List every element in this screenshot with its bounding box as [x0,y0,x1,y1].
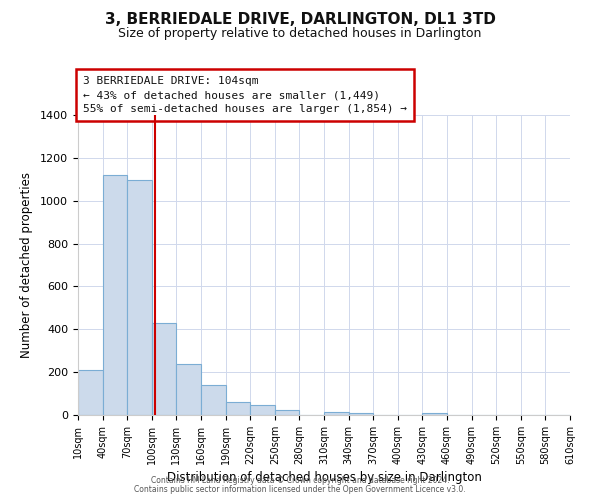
Text: 3 BERRIEDALE DRIVE: 104sqm
← 43% of detached houses are smaller (1,449)
55% of s: 3 BERRIEDALE DRIVE: 104sqm ← 43% of deta… [83,76,407,114]
Bar [201,385,226,415]
Bar [103,175,127,415]
Text: Contains HM Land Registry data © Crown copyright and database right 2024.: Contains HM Land Registry data © Crown c… [151,476,449,485]
Bar [78,370,103,415]
Text: Size of property relative to detached houses in Darlington: Size of property relative to detached ho… [118,28,482,40]
Bar [226,402,250,415]
Bar [250,404,275,415]
Bar [152,323,176,415]
Bar [275,410,299,415]
Bar [176,364,201,415]
Bar [422,413,447,415]
Bar [127,180,152,415]
Bar [324,412,349,415]
X-axis label: Distribution of detached houses by size in Darlington: Distribution of detached houses by size … [167,471,481,484]
Text: 3, BERRIEDALE DRIVE, DARLINGTON, DL1 3TD: 3, BERRIEDALE DRIVE, DARLINGTON, DL1 3TD [104,12,496,28]
Text: Contains public sector information licensed under the Open Government Licence v3: Contains public sector information licen… [134,485,466,494]
Bar [349,413,373,415]
Y-axis label: Number of detached properties: Number of detached properties [20,172,33,358]
